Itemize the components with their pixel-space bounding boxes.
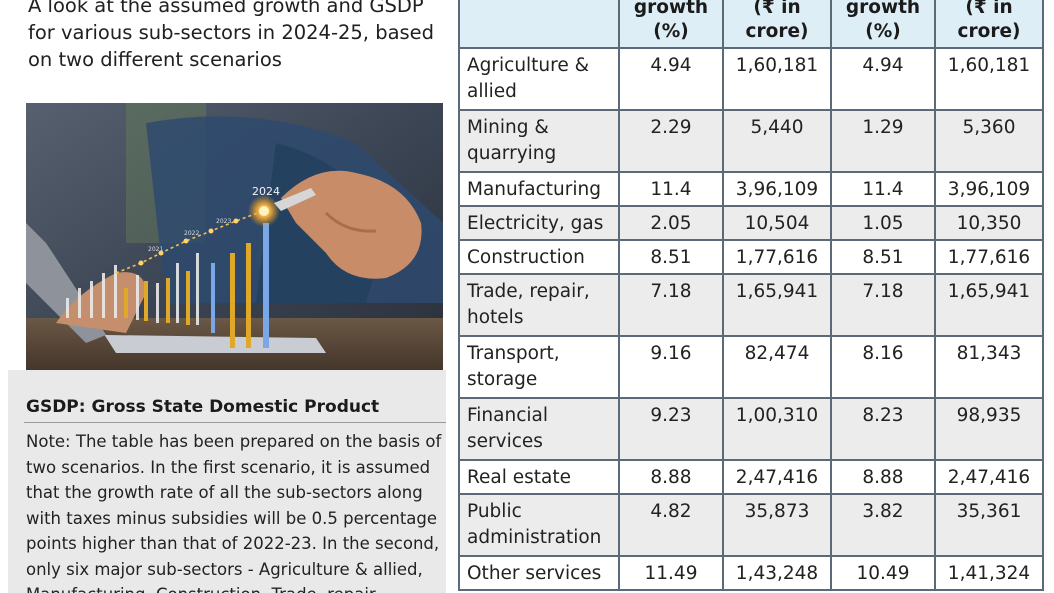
value-scenario-2-cell: 98,935 (934, 397, 1044, 461)
growth-scenario-2-cell: 11.4 (830, 171, 936, 207)
sector-cell: Mining & quarrying (458, 109, 620, 173)
note-box: GSDP: Gross State Domestic Product Note:… (8, 370, 446, 593)
growth-scenario-1-cell: 8.51 (618, 239, 724, 275)
value-scenario-2-cell: 81,343 (934, 335, 1044, 399)
growth-scenario-2-cell: 1.29 (830, 109, 936, 173)
header-growth-1: growth (%) (618, 0, 724, 49)
table-row: Manufacturing 11.4 3,96,109 11.4 3,96,109 (458, 171, 1044, 207)
value-scenario-1-cell: 1,60,181 (722, 47, 832, 111)
year-label-small-3: 2021 (148, 246, 163, 253)
growth-scenario-2-cell: 8.16 (830, 335, 936, 399)
left-column: A look at the assumed growth and GSDP fo… (0, 0, 446, 593)
sector-cell: Transport, storage (458, 335, 620, 399)
table-row: Mining & quarrying 2.29 5,440 1.29 5,360 (458, 109, 1044, 173)
value-scenario-1-cell: 1,00,310 (722, 397, 832, 461)
sector-cell: Agriculture & allied (458, 47, 620, 111)
sector-cell: Trade, repair, hotels (458, 273, 620, 337)
table-row: Other services 11.49 1,43,248 10.49 1,41,324 (458, 555, 1044, 591)
growth-scenario-1-cell: 8.88 (618, 459, 724, 495)
table-row: Transport, storage 9.16 82,474 8.16 81,343 (458, 335, 1044, 399)
table-row: Agriculture & allied 4.94 1,60,181 4.94 1,60… (458, 47, 1044, 111)
value-scenario-1-cell: 35,873 (722, 493, 832, 557)
sector-cell: Financial services (458, 397, 620, 461)
table-row: Public administration 4.82 35,873 3.82 35,36… (458, 493, 1044, 557)
header-value-1: (₹ in crore) (722, 0, 832, 49)
sector-cell: Manufacturing (458, 171, 620, 207)
sector-cell: Real estate (458, 459, 620, 495)
value-scenario-1-cell: 82,474 (722, 335, 832, 399)
growth-scenario-2-cell: 7.18 (830, 273, 936, 337)
value-scenario-1-cell: 2,47,416 (722, 459, 832, 495)
value-scenario-2-cell: 1,60,181 (934, 47, 1044, 111)
growth-scenario-1-cell: 7.18 (618, 273, 724, 337)
table-row: Construction 8.51 1,77,616 8.51 1,77,616 (458, 239, 1044, 275)
sector-cell: Construction (458, 239, 620, 275)
sector-cell: Public administration (458, 493, 620, 557)
value-scenario-2-cell: 1,65,941 (934, 273, 1044, 337)
gsdp-table: growth (%) (₹ in crore) growth (%) (₹ in… (458, 0, 1044, 591)
growth-scenario-1-cell: 4.94 (618, 47, 724, 111)
sector-cell: Electricity, gas (458, 205, 620, 241)
growth-scenario-2-cell: 3.82 (830, 493, 936, 557)
intro-text: A look at the assumed growth and GSDP fo… (28, 0, 435, 71)
header-value-2: (₹ in crore) (934, 0, 1044, 49)
growth-scenario-2-cell: 10.49 (830, 555, 936, 591)
year-label: 2024 (252, 185, 280, 198)
table-header-row: growth (%) (₹ in crore) growth (%) (₹ in… (458, 0, 1044, 49)
year-label-small-2: 2022 (184, 230, 199, 237)
value-scenario-2-cell: 5,360 (934, 109, 1044, 173)
growth-scenario-1-cell: 9.16 (618, 335, 724, 399)
growth-scenario-1-cell: 2.29 (618, 109, 724, 173)
table-row: Financial services 9.23 1,00,310 8.23 98,935 (458, 397, 1044, 461)
year-label-small-1: 2023 (216, 218, 231, 225)
value-scenario-1-cell: 5,440 (722, 109, 832, 173)
growth-scenario-1-cell: 4.82 (618, 493, 724, 557)
value-scenario-1-cell: 1,43,248 (722, 555, 832, 591)
growth-scenario-2-cell: 4.94 (830, 47, 936, 111)
value-scenario-2-cell: 1,41,324 (934, 555, 1044, 591)
value-scenario-1-cell: 3,96,109 (722, 171, 832, 207)
illustration-photo: 2024 2023 2022 2021 (26, 103, 443, 381)
note-divider (24, 422, 446, 423)
table-row: Real estate 8.88 2,47,416 8.88 2,47,416 (458, 459, 1044, 495)
table-row: Trade, repair, hotels 7.18 1,65,941 7.18 1,6… (458, 273, 1044, 337)
value-scenario-2-cell: 10,350 (934, 205, 1044, 241)
gsdp-table-container: growth (%) (₹ in crore) growth (%) (₹ in… (458, 0, 1046, 593)
header-growth-2: growth (%) (830, 0, 936, 49)
gsdp-definition: GSDP: Gross State Domestic Product (26, 397, 380, 417)
value-scenario-1-cell: 1,65,941 (722, 273, 832, 337)
sector-cell: Other services (458, 555, 620, 591)
growth-scenario-1-cell: 11.49 (618, 555, 724, 591)
value-scenario-1-cell: 1,77,616 (722, 239, 832, 275)
value-scenario-2-cell: 35,361 (934, 493, 1044, 557)
growth-scenario-1-cell: 11.4 (618, 171, 724, 207)
value-scenario-2-cell: 1,77,616 (934, 239, 1044, 275)
table-body: Agriculture & allied 4.94 1,60,181 4.94 1,60… (458, 47, 1044, 591)
growth-scenario-2-cell: 1.05 (830, 205, 936, 241)
growth-scenario-1-cell: 2.05 (618, 205, 724, 241)
value-scenario-1-cell: 10,504 (722, 205, 832, 241)
growth-scenario-2-cell: 8.88 (830, 459, 936, 495)
value-scenario-2-cell: 2,47,416 (934, 459, 1044, 495)
header-sector (458, 0, 620, 49)
table-row: Electricity, gas 2.05 10,504 1.05 10,350 (458, 205, 1044, 241)
growth-scenario-2-cell: 8.23 (830, 397, 936, 461)
value-scenario-2-cell: 3,96,109 (934, 171, 1044, 207)
growth-chart-photo-icon: 2024 2023 2022 2021 (26, 103, 443, 381)
growth-scenario-1-cell: 9.23 (618, 397, 724, 461)
note-text: Note: The table has been prepared on the… (26, 432, 442, 593)
growth-scenario-2-cell: 8.51 (830, 239, 936, 275)
